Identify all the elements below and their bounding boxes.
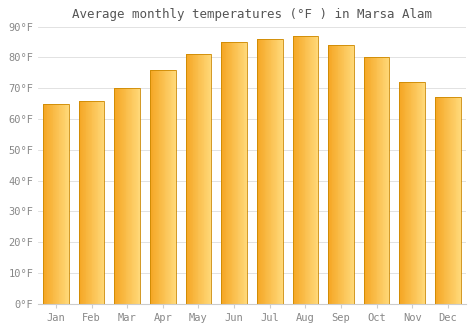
Bar [400, 82, 425, 304]
Bar [364, 58, 390, 304]
Bar [257, 39, 283, 304]
Bar [186, 54, 211, 304]
Bar [114, 88, 140, 304]
Bar [328, 45, 354, 304]
Bar [79, 101, 104, 304]
Bar [292, 36, 318, 304]
Bar [43, 104, 69, 304]
Title: Average monthly temperatures (°F ) in Marsa Alam: Average monthly temperatures (°F ) in Ma… [72, 8, 432, 21]
Bar [221, 42, 247, 304]
Bar [150, 70, 176, 304]
Bar [435, 97, 461, 304]
